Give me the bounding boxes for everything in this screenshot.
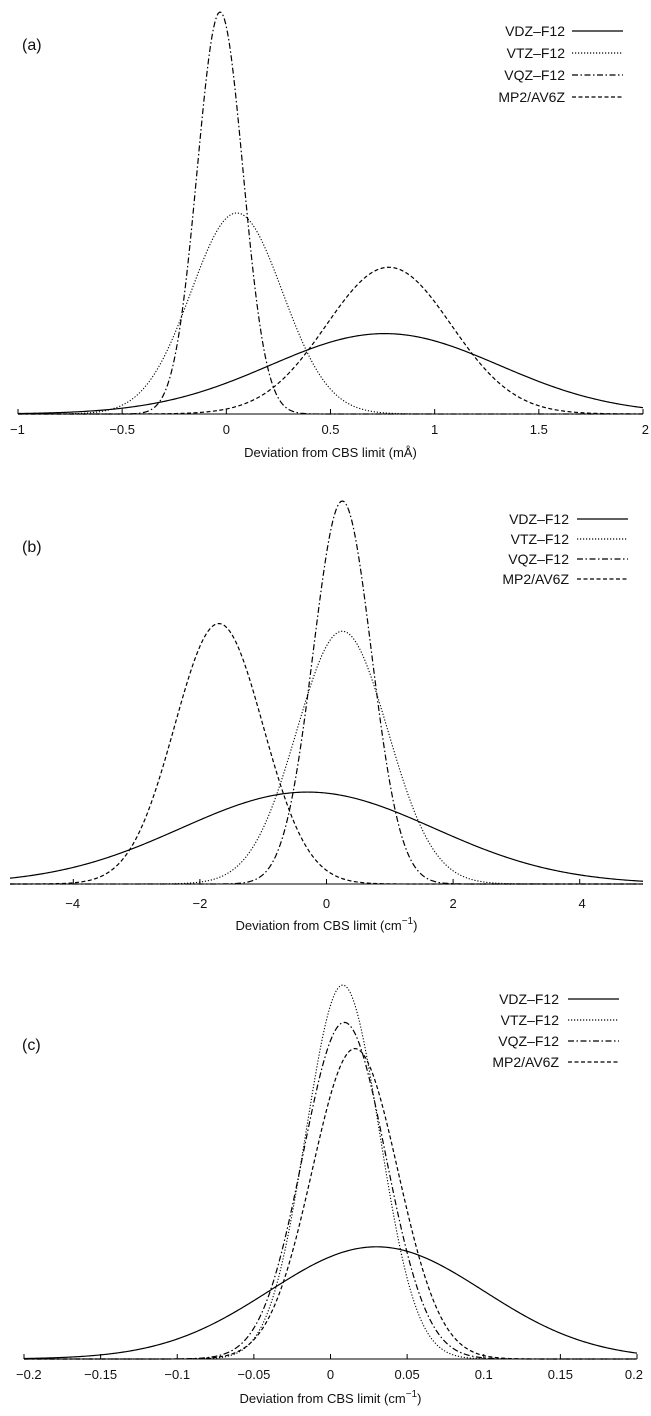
x-axis-title-tail: ) <box>417 1391 421 1406</box>
legend-label: VDZ–F12 <box>509 511 569 527</box>
x-tick-label: −0.05 <box>237 1367 270 1382</box>
legend-label: VTZ–F12 <box>501 1012 560 1028</box>
x-tick-label: 0 <box>223 422 230 437</box>
x-tick-label: 0.05 <box>394 1367 419 1382</box>
x-axis-title: Deviation from CBS limit (mÅ) <box>244 445 417 460</box>
panel-label: (b) <box>22 539 42 556</box>
panel-label: (c) <box>22 1037 41 1054</box>
legend-label: MP2/AV6Z <box>502 571 569 587</box>
x-tick-label: 0.15 <box>548 1367 573 1382</box>
x-tick-label: 0.2 <box>625 1367 643 1382</box>
x-tick-label: −0.1 <box>164 1367 190 1382</box>
x-axis-title-tail: ) <box>413 918 417 933</box>
x-axis-title: Deviation from CBS limit (cm−1) <box>236 916 418 933</box>
legend: VDZ–F12 VTZ–F12 VQZ–F12 MP2/AV6Z <box>498 23 623 105</box>
x-axis-title-text: Deviation from CBS limit (mÅ) <box>244 445 417 460</box>
legend-label: VQZ–F12 <box>498 1033 559 1049</box>
chart-panel-3: −0.2 −0.15 −0.1 −0.05 0 0.05 0.1 0.15 0.2 Deviati… <box>16 984 643 1406</box>
x-tick-label: −1 <box>10 422 25 437</box>
x-tick-label: 1 <box>431 422 438 437</box>
x-tick-label: 2 <box>642 422 649 437</box>
legend-label: VTZ–F12 <box>511 531 570 547</box>
series-line-vqz-f12 <box>10 500 643 885</box>
series-line-mp2-av6z <box>18 266 643 415</box>
chart-panel-2: −4 −2 0 2 4 Deviation from CBS limit (cm−1) (b… <box>9 500 644 933</box>
x-tick-label: 0 <box>327 1367 334 1382</box>
series-line-vdz-f12 <box>9 791 644 882</box>
legend-label: VTZ–F12 <box>507 45 566 61</box>
x-axis-title-superscript: −1 <box>402 916 414 927</box>
legend-label: VQZ–F12 <box>504 67 565 83</box>
chart-panel-1: −1 −0.5 0 0.5 1 1.5 2 Deviation from CBS limit … <box>10 11 649 460</box>
legend-label: VDZ–F12 <box>499 991 559 1007</box>
x-tick-label: 4 <box>578 896 585 911</box>
x-axis-title-text: Deviation from CBS limit (cm <box>240 1391 406 1406</box>
x-tick-label: 0 <box>323 896 330 911</box>
x-tick-label: −0.15 <box>84 1367 117 1382</box>
x-tick-label: 1.5 <box>530 422 548 437</box>
legend-label: VDZ–F12 <box>505 23 565 39</box>
legend-label: MP2/AV6Z <box>498 89 565 105</box>
series-line-vdz-f12 <box>17 333 644 415</box>
x-tick-label: −0.5 <box>109 422 135 437</box>
legend-label: MP2/AV6Z <box>492 1054 559 1070</box>
series-line-mp2-av6z <box>10 622 643 885</box>
x-axis-title-text: Deviation from CBS limit (cm <box>236 918 402 933</box>
legend: VDZ–F12 VTZ–F12 VQZ–F12 MP2/AV6Z <box>502 511 628 587</box>
x-tick-label: 2 <box>449 896 456 911</box>
x-axis-title: Deviation from CBS limit (cm−1) <box>240 1389 422 1406</box>
x-tick-label: −4 <box>65 896 80 911</box>
x-tick-label: 0.5 <box>321 422 339 437</box>
x-tick-label: 0.1 <box>475 1367 493 1382</box>
x-axis-title-superscript: −1 <box>406 1389 418 1400</box>
legend: VDZ–F12 VTZ–F12 VQZ–F12 MP2/AV6Z <box>492 991 619 1070</box>
x-tick-label: −2 <box>192 896 207 911</box>
legend-label: VQZ–F12 <box>508 551 569 567</box>
series-line-mp2-av6z <box>24 1047 637 1360</box>
series-line-vdz-f12 <box>23 1246 638 1360</box>
panel-label: (a) <box>22 37 42 54</box>
x-tick-label: −0.2 <box>16 1367 42 1382</box>
